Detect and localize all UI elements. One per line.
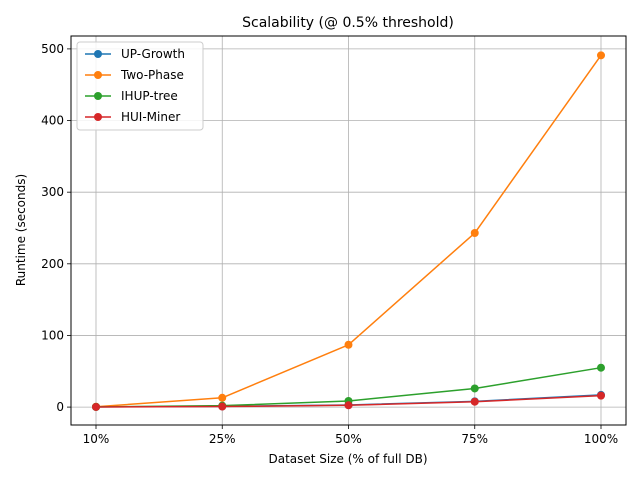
y-tick-label: 0	[56, 400, 64, 414]
y-tick-label: 300	[41, 185, 64, 199]
legend-box	[76, 41, 204, 131]
legend-marker	[94, 50, 102, 58]
legend: UP-Growth Two-Phase IHUP-tree HUI-Miner	[76, 41, 204, 131]
chart-title: Scalability (@ 0.5% threshold)	[242, 15, 454, 31]
data-point	[597, 391, 605, 400]
y-tick-label: 100	[41, 328, 64, 342]
data-point	[218, 393, 227, 402]
y-axis: 0 100 200 300 400 500	[41, 42, 71, 414]
legend-marker	[94, 113, 102, 121]
y-tick-label: 500	[41, 42, 64, 56]
data-point	[218, 402, 227, 411]
data-point	[470, 397, 479, 406]
data-point	[92, 402, 100, 411]
legend-label: Two-Phase	[120, 68, 184, 82]
data-point	[344, 340, 353, 349]
legend-item: IHUP-tree	[85, 89, 178, 103]
legend-item: Two-Phase	[85, 68, 184, 82]
legend-item: UP-Growth	[85, 47, 185, 61]
data-point	[470, 384, 479, 393]
x-tick-label: 50%	[335, 432, 362, 446]
data-point	[344, 401, 353, 410]
y-tick-label: 200	[41, 257, 64, 271]
grid	[71, 36, 626, 425]
legend-label: IHUP-tree	[121, 89, 178, 103]
legend-label: HUI-Miner	[121, 110, 180, 124]
x-tick-label: 75%	[461, 432, 488, 446]
data-point	[597, 363, 605, 372]
x-axis: 10% 25% 50% 75% 100%	[83, 425, 618, 446]
y-tick-label: 400	[41, 114, 64, 128]
data-point	[597, 51, 605, 60]
series-layer	[92, 51, 605, 411]
legend-marker	[94, 92, 102, 100]
x-tick-label: 25%	[209, 432, 236, 446]
legend-marker	[94, 71, 102, 79]
data-point	[470, 229, 479, 238]
legend-label: UP-Growth	[121, 47, 185, 61]
x-tick-label: 10%	[83, 432, 110, 446]
legend-item: HUI-Miner	[85, 110, 180, 124]
y-axis-label: Runtime (seconds)	[14, 174, 28, 286]
series-hui-miner	[92, 391, 605, 411]
x-tick-label: 100%	[584, 432, 618, 446]
x-axis-label: Dataset Size (% of full DB)	[269, 452, 428, 466]
